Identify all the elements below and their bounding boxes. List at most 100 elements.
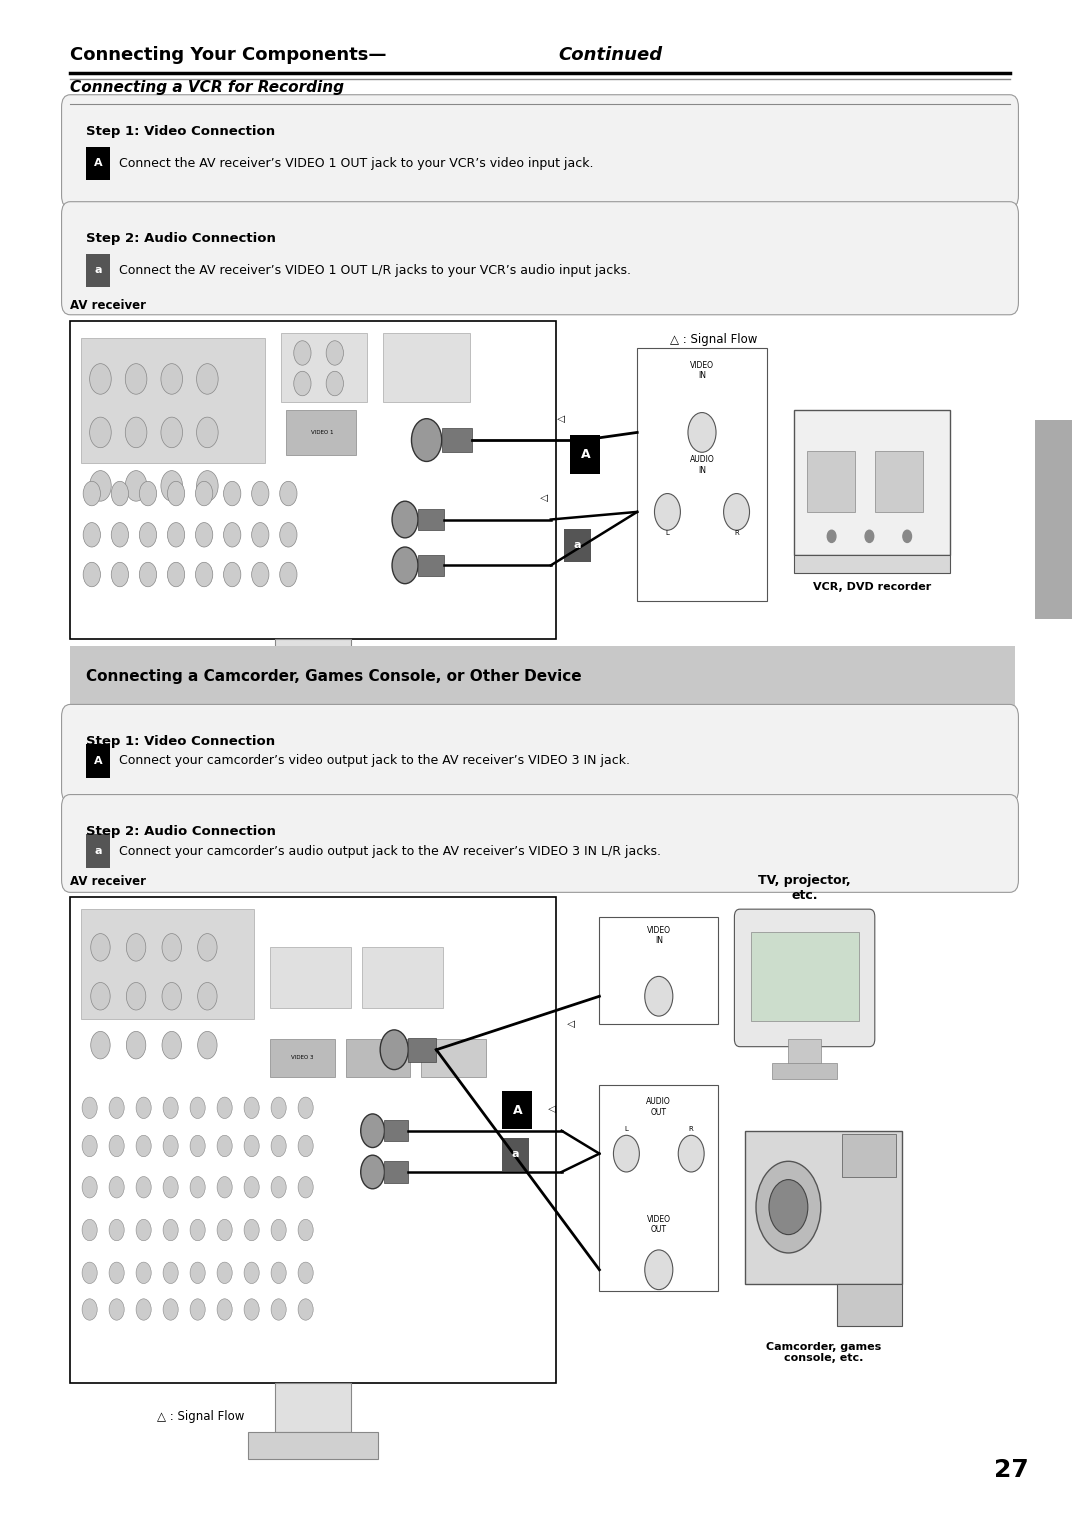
FancyBboxPatch shape bbox=[599, 1085, 718, 1291]
Circle shape bbox=[195, 481, 213, 506]
FancyBboxPatch shape bbox=[62, 95, 1018, 208]
Text: Connect your camcorder’s audio output jack to the AV receiver’s VIDEO 3 IN L/R j: Connect your camcorder’s audio output ja… bbox=[119, 845, 661, 857]
Circle shape bbox=[197, 471, 218, 501]
FancyBboxPatch shape bbox=[248, 1432, 378, 1459]
Text: Step 2: Audio Connection: Step 2: Audio Connection bbox=[86, 825, 276, 839]
FancyBboxPatch shape bbox=[270, 1039, 335, 1077]
Circle shape bbox=[195, 562, 213, 587]
Circle shape bbox=[90, 471, 111, 501]
Circle shape bbox=[90, 417, 111, 448]
FancyBboxPatch shape bbox=[270, 947, 351, 1008]
Circle shape bbox=[190, 1177, 205, 1198]
Circle shape bbox=[82, 1219, 97, 1241]
Circle shape bbox=[298, 1219, 313, 1241]
FancyBboxPatch shape bbox=[81, 909, 254, 1019]
Circle shape bbox=[244, 1299, 259, 1320]
Circle shape bbox=[136, 1219, 151, 1241]
Text: L: L bbox=[665, 530, 670, 536]
Circle shape bbox=[271, 1219, 286, 1241]
Circle shape bbox=[163, 1299, 178, 1320]
Circle shape bbox=[298, 1299, 313, 1320]
FancyBboxPatch shape bbox=[751, 932, 859, 1021]
Circle shape bbox=[82, 1262, 97, 1284]
Circle shape bbox=[361, 1155, 384, 1189]
Circle shape bbox=[163, 1262, 178, 1284]
Circle shape bbox=[244, 1219, 259, 1241]
Circle shape bbox=[126, 1031, 146, 1059]
Circle shape bbox=[111, 523, 129, 547]
FancyBboxPatch shape bbox=[62, 704, 1018, 802]
FancyBboxPatch shape bbox=[637, 348, 767, 601]
Text: A: A bbox=[94, 756, 103, 766]
Circle shape bbox=[217, 1219, 232, 1241]
Text: A: A bbox=[94, 159, 103, 168]
FancyBboxPatch shape bbox=[442, 428, 472, 452]
FancyBboxPatch shape bbox=[875, 451, 923, 512]
Circle shape bbox=[244, 1135, 259, 1157]
Circle shape bbox=[126, 934, 146, 961]
Circle shape bbox=[136, 1262, 151, 1284]
Circle shape bbox=[217, 1177, 232, 1198]
Circle shape bbox=[645, 976, 673, 1016]
Circle shape bbox=[190, 1135, 205, 1157]
Circle shape bbox=[161, 471, 183, 501]
FancyBboxPatch shape bbox=[418, 509, 444, 530]
Circle shape bbox=[125, 471, 147, 501]
Circle shape bbox=[903, 530, 912, 542]
FancyBboxPatch shape bbox=[62, 202, 1018, 315]
Text: R: R bbox=[734, 530, 739, 536]
FancyBboxPatch shape bbox=[502, 1091, 532, 1129]
FancyBboxPatch shape bbox=[248, 685, 378, 715]
FancyBboxPatch shape bbox=[70, 897, 556, 1383]
Circle shape bbox=[298, 1135, 313, 1157]
Circle shape bbox=[244, 1177, 259, 1198]
Circle shape bbox=[83, 562, 100, 587]
Circle shape bbox=[109, 1262, 124, 1284]
Circle shape bbox=[167, 481, 185, 506]
Circle shape bbox=[224, 523, 241, 547]
Text: △: △ bbox=[540, 494, 551, 501]
Circle shape bbox=[380, 1030, 408, 1070]
Text: △ : Signal Flow: △ : Signal Flow bbox=[157, 1410, 244, 1424]
Circle shape bbox=[90, 364, 111, 394]
FancyBboxPatch shape bbox=[86, 744, 110, 778]
Circle shape bbox=[252, 481, 269, 506]
Text: VCR, DVD recorder: VCR, DVD recorder bbox=[813, 582, 931, 593]
Circle shape bbox=[111, 562, 129, 587]
FancyBboxPatch shape bbox=[772, 1063, 837, 1079]
Text: 27: 27 bbox=[994, 1458, 1028, 1482]
Text: a: a bbox=[512, 1149, 519, 1160]
Circle shape bbox=[224, 481, 241, 506]
FancyBboxPatch shape bbox=[86, 254, 110, 287]
Text: VIDEO
IN: VIDEO IN bbox=[690, 361, 714, 380]
Circle shape bbox=[769, 1180, 808, 1235]
Circle shape bbox=[162, 983, 181, 1010]
Text: △: △ bbox=[548, 1105, 558, 1112]
Circle shape bbox=[91, 983, 110, 1010]
Text: TV, projector,
etc.: TV, projector, etc. bbox=[758, 874, 851, 902]
Circle shape bbox=[162, 934, 181, 961]
FancyBboxPatch shape bbox=[286, 410, 356, 455]
Circle shape bbox=[326, 371, 343, 396]
Circle shape bbox=[392, 547, 418, 584]
Circle shape bbox=[161, 417, 183, 448]
Circle shape bbox=[167, 562, 185, 587]
Circle shape bbox=[139, 523, 157, 547]
Circle shape bbox=[688, 413, 716, 452]
Circle shape bbox=[82, 1097, 97, 1118]
Text: a: a bbox=[573, 541, 581, 550]
Circle shape bbox=[271, 1262, 286, 1284]
FancyBboxPatch shape bbox=[383, 333, 470, 402]
Circle shape bbox=[139, 562, 157, 587]
Circle shape bbox=[109, 1097, 124, 1118]
Circle shape bbox=[280, 481, 297, 506]
Circle shape bbox=[125, 364, 147, 394]
Circle shape bbox=[162, 1031, 181, 1059]
Text: a: a bbox=[95, 266, 102, 275]
FancyBboxPatch shape bbox=[745, 1131, 902, 1284]
FancyBboxPatch shape bbox=[275, 1383, 351, 1432]
Text: Step 2: Audio Connection: Step 2: Audio Connection bbox=[86, 232, 276, 246]
Circle shape bbox=[109, 1135, 124, 1157]
Circle shape bbox=[136, 1299, 151, 1320]
Circle shape bbox=[190, 1219, 205, 1241]
